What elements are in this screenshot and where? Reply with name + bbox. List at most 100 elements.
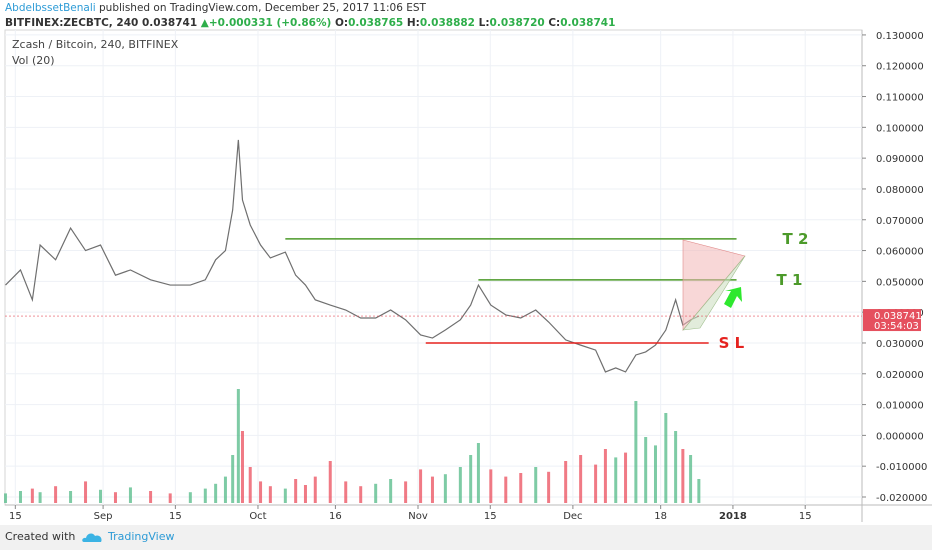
y-tick-label: 0.030000 <box>876 339 924 350</box>
volume-bar <box>664 413 668 503</box>
x-tick-label: Nov <box>408 511 428 522</box>
volume-bar <box>30 488 34 503</box>
change: +0.000331 (+0.86%) <box>208 17 332 29</box>
level-label: S L <box>719 334 745 352</box>
h-label: H: <box>406 17 420 29</box>
y-tick-label: 0.120000 <box>876 62 924 73</box>
volume-bar <box>54 486 58 503</box>
volume-bar <box>313 476 317 503</box>
volume-bar <box>644 437 648 503</box>
volume-bar <box>328 461 332 503</box>
volume-bar <box>84 481 88 503</box>
volume-bar <box>359 486 363 503</box>
x-tick-label: Sep <box>94 511 113 522</box>
volume-bar <box>203 488 207 503</box>
y-tick-label: 0.080000 <box>876 185 924 196</box>
last-price-label: 0.038741 <box>874 311 922 322</box>
quote-line: BITFINEX:ZECBTC, 240 0.038741 ▲+0.000331… <box>5 17 615 29</box>
volume-bar <box>223 476 227 503</box>
volume-bar <box>614 457 618 503</box>
last-price-box <box>863 309 921 332</box>
arrow: ▲ <box>200 17 209 29</box>
volume-bar <box>4 493 8 503</box>
volume-bar <box>268 486 272 503</box>
volume-bar <box>419 469 423 503</box>
volume-bar <box>38 492 42 503</box>
vol-label: Vol (20) <box>12 54 55 67</box>
volume-bar <box>443 474 447 503</box>
y-tick-label: -0.010000 <box>876 462 927 473</box>
volume-bar <box>240 431 244 503</box>
level-label: T 2 <box>783 230 809 248</box>
volume-bar <box>504 476 508 503</box>
y-tick-label: 0.070000 <box>876 216 924 227</box>
volume-bar <box>653 445 657 503</box>
volume-bar <box>404 481 408 503</box>
volume-bar <box>469 455 473 503</box>
l-label: L: <box>478 17 490 29</box>
x-tick-label: 18 <box>654 511 667 522</box>
volume-bar <box>547 471 551 503</box>
volume-bar <box>303 485 307 503</box>
y-tick-label: -0.020000 <box>876 493 927 504</box>
volume-bar <box>231 455 235 503</box>
volume-bar <box>603 449 607 503</box>
created: Created with <box>5 530 76 543</box>
volume-bar <box>564 461 568 503</box>
chart-title: Zcash / Bitcoin, 240, BITFINEX <box>12 38 179 51</box>
volume-bar <box>236 389 240 503</box>
volume-bar <box>149 491 153 503</box>
c-label: C: <box>548 17 561 29</box>
published: published on TradingView.com, December 2… <box>99 2 426 14</box>
volume-bar <box>168 493 172 503</box>
x-tick-label: 15 <box>484 511 497 522</box>
low: 0.038720 <box>489 17 545 29</box>
volume-bar <box>489 469 493 503</box>
footer: Created with TradingView <box>0 525 932 550</box>
chart: T 2 T 1 S L Zcash / Bitcoin, 240, BITFINEX… <box>4 29 932 522</box>
volume-bar <box>389 479 393 503</box>
high: 0.038882 <box>419 17 475 29</box>
o-label: O: <box>334 17 349 29</box>
volume-bar <box>579 455 583 503</box>
y-tick-label: 0.090000 <box>876 154 924 165</box>
volume-bar <box>188 492 192 503</box>
x-tick-label: 15 <box>169 511 182 522</box>
y-tick-label: 0.060000 <box>876 247 924 258</box>
volume-bar <box>99 489 103 503</box>
volume-bar <box>69 491 73 503</box>
price-line <box>5 139 700 373</box>
x-tick-label: 16 <box>329 511 342 522</box>
volume-bar <box>248 467 252 503</box>
volume-bar <box>214 483 218 503</box>
volume-bar <box>681 449 685 503</box>
y-tick-label: 0.110000 <box>876 93 924 104</box>
brand[interactable]: TradingView <box>108 530 175 543</box>
volume-bar <box>476 443 480 503</box>
volume-bar <box>344 481 348 503</box>
x-tick-label: 2018 <box>719 511 747 522</box>
publish-line: AbdelbssetBenali published on TradingVie… <box>5 2 426 14</box>
volume-bar <box>18 491 22 503</box>
countdown-label: 03:54:03 <box>874 321 919 332</box>
y-tick-label: 0.000000 <box>876 431 924 442</box>
volume-bar <box>113 492 117 503</box>
close: 0.038741 <box>560 17 616 29</box>
open: 0.038765 <box>348 17 404 29</box>
x-tick-label: Oct <box>249 511 266 522</box>
fan-lower <box>682 255 746 331</box>
volume-bar <box>624 452 628 503</box>
logo <box>82 533 102 542</box>
y-tick-label: 0.010000 <box>876 401 924 412</box>
volume-bar <box>519 473 523 503</box>
volume-bar <box>634 401 638 503</box>
volume-bar <box>697 479 701 503</box>
volume-bar <box>534 467 538 503</box>
volume-bar <box>128 487 132 503</box>
volume-bar <box>430 476 434 503</box>
author[interactable]: AbdelbssetBenali <box>5 2 96 14</box>
volume-bar <box>374 483 378 503</box>
volume-bar <box>689 455 693 503</box>
last: 0.038741 <box>142 17 198 29</box>
